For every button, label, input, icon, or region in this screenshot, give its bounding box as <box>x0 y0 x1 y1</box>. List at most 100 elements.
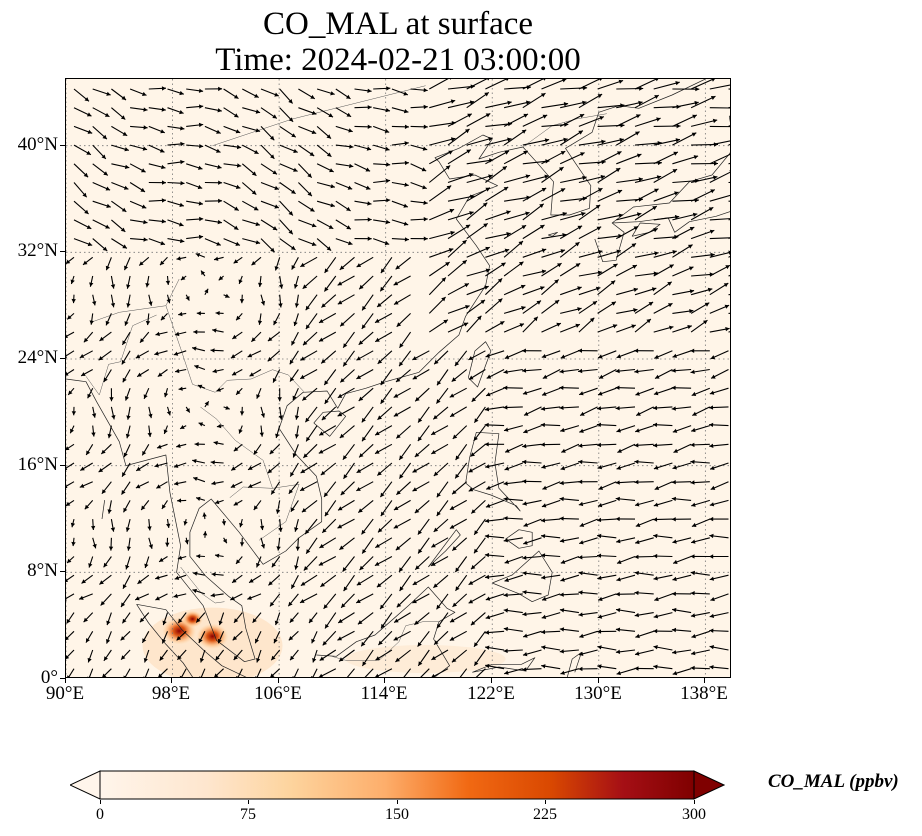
wind-arrow-head <box>671 517 676 522</box>
wind-arrow-head <box>367 88 372 93</box>
wind-arrow-shaft <box>68 668 75 677</box>
wind-arrow-head <box>412 599 417 604</box>
wind-arrow-head <box>559 405 564 410</box>
colorbar-tick <box>248 800 249 804</box>
colorbar-extend-low <box>70 770 101 800</box>
wind-arrow-head <box>107 433 112 439</box>
wind-arrow-head <box>541 575 546 580</box>
wind-arrow-head <box>271 490 276 495</box>
wind-arrow-head <box>274 185 279 190</box>
wind-arrow-head <box>616 577 621 582</box>
wind-arrow-shaft <box>503 150 529 165</box>
wind-arrow-head <box>618 213 624 218</box>
wind-arrow-head <box>251 190 257 195</box>
wind-arrow-head <box>367 201 372 206</box>
country-border <box>165 305 305 393</box>
wind-arrow-head <box>725 265 730 270</box>
wind-arrow-head <box>559 516 564 521</box>
wind-arrow-head <box>653 517 658 522</box>
wind-arrow-head <box>66 334 68 338</box>
wind-arrow-head <box>294 434 300 439</box>
wind-arrow-head <box>504 559 510 564</box>
wind-arrow-head <box>303 566 309 571</box>
wind-arrow-head <box>161 198 166 203</box>
wind-arrow-head <box>633 308 638 313</box>
wind-arrow-head <box>540 422 545 428</box>
wind-arrow-head <box>396 603 402 608</box>
wind-arrow-head <box>449 505 455 510</box>
wind-arrow-head <box>653 405 658 411</box>
wind-arrow-head <box>121 95 126 100</box>
wind-arrow-head <box>174 331 180 337</box>
wind-arrow-head <box>615 516 620 522</box>
wind-arrow-head <box>198 165 203 170</box>
wind-arrow-head <box>655 79 659 82</box>
wind-arrow-head <box>380 380 385 386</box>
wind-arrow-head <box>595 204 601 209</box>
wind-arrow-head <box>135 484 141 489</box>
lat-tick <box>60 358 65 359</box>
wind-arrow-head <box>617 151 622 156</box>
wind-arrow-head <box>691 651 696 656</box>
wind-arrow-head <box>367 105 372 110</box>
wind-arrow-head <box>597 645 602 650</box>
wind-arrow-head <box>672 250 677 255</box>
wind-arrow-shaft <box>124 668 131 677</box>
wind-arrow-head <box>522 612 527 617</box>
wind-arrow-head <box>417 436 422 442</box>
wind-arrow-head <box>688 266 694 271</box>
wind-arrow-head <box>104 112 110 117</box>
wind-arrow-head <box>690 570 695 576</box>
wind-arrow-shaft <box>503 101 531 109</box>
wind-arrow-shaft <box>503 211 530 221</box>
wind-arrow-head <box>214 673 219 677</box>
wind-arrow-head <box>507 121 513 127</box>
wind-arrow-shaft <box>485 186 509 202</box>
wind-arrow-head <box>236 144 242 150</box>
wind-arrow-head <box>433 583 438 588</box>
wind-arrow-head <box>177 498 182 503</box>
wind-arrow-head <box>274 266 279 271</box>
wind-arrow-head <box>579 114 585 118</box>
wind-arrow-head <box>259 525 265 531</box>
wind-arrow-head <box>221 521 227 526</box>
wind-arrow-shaft <box>447 101 475 109</box>
wind-arrow-shaft <box>709 237 730 240</box>
wind-arrow-head <box>524 411 529 416</box>
wind-arrow-head <box>358 340 364 345</box>
wind-arrow-head <box>309 151 315 156</box>
wind-arrow-head <box>692 212 698 217</box>
wind-arrow-head <box>654 485 660 490</box>
wind-arrow-shaft <box>485 232 511 240</box>
wind-arrow-head <box>145 320 151 326</box>
wind-arrow-head <box>101 449 106 454</box>
wind-arrow-head <box>654 354 659 359</box>
wind-arrow-head <box>67 558 72 563</box>
wind-arrow-shaft <box>364 668 374 677</box>
wind-arrow-head <box>540 518 546 523</box>
wind-arrow-head <box>290 472 295 477</box>
wind-arrow-head <box>612 324 618 329</box>
wind-arrow-head <box>422 185 427 190</box>
wind-arrow-head <box>616 670 621 676</box>
wind-arrow-head <box>180 159 185 165</box>
wind-arrow-head <box>271 562 276 568</box>
wind-arrow-head <box>254 149 259 154</box>
wind-arrow-head <box>359 565 364 571</box>
lon-tick-label: 90°E <box>45 683 85 704</box>
wind-arrow-head <box>386 162 391 167</box>
wind-arrow-shaft <box>429 122 456 127</box>
wind-arrow-head <box>346 112 352 117</box>
wind-arrow-head <box>470 620 476 626</box>
wind-arrow-head <box>441 277 446 282</box>
wind-arrow-head <box>474 642 479 647</box>
wind-arrow-head <box>617 559 622 564</box>
wind-arrow-head <box>704 302 710 307</box>
wind-arrow-head <box>404 141 409 146</box>
wind-arrow-head <box>86 112 92 117</box>
wind-arrow-head <box>291 133 296 138</box>
wind-arrow-head <box>497 278 503 283</box>
wind-arrow-shaft <box>728 331 730 333</box>
wind-arrow-head <box>615 496 620 502</box>
lon-tick <box>384 678 385 683</box>
